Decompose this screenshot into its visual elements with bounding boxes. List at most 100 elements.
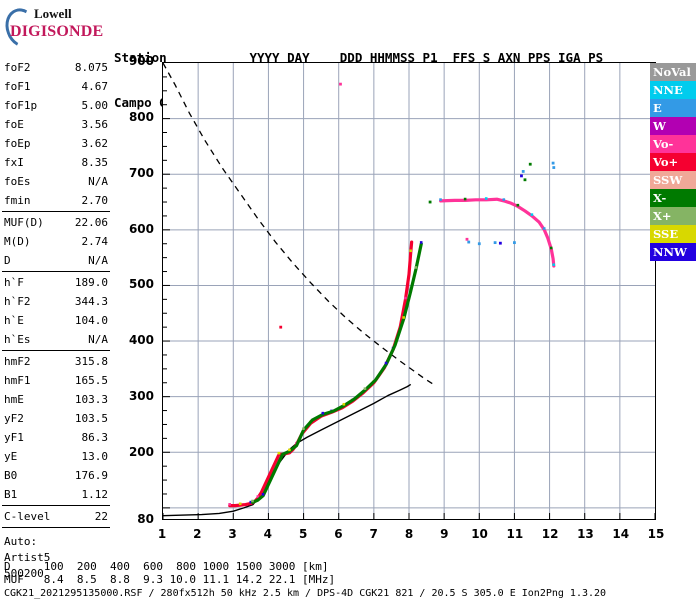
param-key: foE <box>4 118 24 131</box>
param-row-yf1: yF1 86.3 <box>0 428 112 447</box>
param-key: hmE <box>4 393 24 406</box>
param-row-hme: hmE 103.3 <box>0 390 112 409</box>
param-key: MUF(D) <box>4 216 44 229</box>
footer-distance-row: D 100 200 400 600 800 1000 1500 3000 [km… <box>4 560 329 573</box>
legend-item-ssw[interactable]: SSW <box>650 171 696 189</box>
series-muf-curve-dashed- <box>163 63 434 385</box>
param-key: D <box>4 254 11 267</box>
legend-item-x[interactable]: X- <box>650 189 696 207</box>
param-value: 22.06 <box>74 216 108 229</box>
param-value: N/A <box>88 333 108 346</box>
param-row-d: D N/A <box>0 251 112 270</box>
param-value: 8.075 <box>74 61 108 74</box>
parameter-table: foF2 8.075 foF1 4.67 foF1p 5.00 foE 3.56 foEp 3.6… <box>0 58 112 582</box>
param-row-b1: B1 1.12 <box>0 485 112 504</box>
x-tick-label: 9 <box>440 527 449 541</box>
auto-scaling-info: Auto: Artist5 500200 <box>0 534 112 582</box>
auto-line: Artist5 <box>4 551 51 564</box>
legend-item-w[interactable]: W <box>650 117 696 135</box>
legend-item-x[interactable]: X+ <box>650 207 696 225</box>
param-key: yE <box>4 450 18 463</box>
footer-muf-row: MUF 8.4 8.5 8.8 9.3 10.0 11.1 14.2 22.1 … <box>4 573 336 586</box>
param-value: 103.5 <box>74 412 108 425</box>
legend-item-sse[interactable]: SSE <box>650 225 696 243</box>
param-row-b0: B0 176.9 <box>0 466 112 485</box>
param-key: fmin <box>4 194 31 207</box>
x-tick-label: 10 <box>471 527 488 541</box>
param-value: 2.74 <box>81 235 109 248</box>
x-tick-label: 5 <box>298 527 308 541</box>
legend-item-vo[interactable]: Vo+ <box>650 153 696 171</box>
param-key: yF2 <box>4 412 24 425</box>
header-labels-row: Station YYYY DAY DDD HHMMSS P1 FFS S AXN… <box>114 50 604 65</box>
param-row-hf: h`F 189.0 <box>0 273 112 292</box>
param-row-ye: yE 13.0 <box>0 447 112 466</box>
logo-digisonde-text: DIGISONDE <box>10 23 104 40</box>
param-row-fof1: foF1 4.67 <box>0 77 112 96</box>
lowell-digisonde-logo: Lowell DIGISONDE <box>0 3 114 53</box>
param-row-mufd: MUF(D) 22.06 <box>0 213 112 232</box>
param-value: 103.3 <box>74 393 108 406</box>
y-tick-label: 700 <box>128 165 154 180</box>
param-key: foEp <box>4 137 31 150</box>
y-tick-label: 300 <box>128 389 154 404</box>
param-key: hmF2 <box>4 355 31 368</box>
param-value: 315.8 <box>74 355 108 368</box>
x-tick-label: 6 <box>334 527 343 541</box>
legend-item-vo[interactable]: Vo- <box>650 135 696 153</box>
param-key: foEs <box>4 175 31 188</box>
param-key: h`F <box>4 276 24 289</box>
param-row-fof2: foF2 8.075 <box>0 58 112 77</box>
param-key: h`F2 <box>4 295 31 308</box>
param-value: 1.12 <box>81 488 109 501</box>
table-divider <box>2 527 110 528</box>
param-row-yf2: yF2 103.5 <box>0 409 112 428</box>
param-value: 3.62 <box>81 137 109 150</box>
param-row-hmf1: hmF1 165.5 <box>0 371 112 390</box>
param-key: M(D) <box>4 235 31 248</box>
x-tick-label: 7 <box>369 527 378 541</box>
x-tick-label: 15 <box>647 527 665 541</box>
param-key: B1 <box>4 488 18 501</box>
footer-file-row: CGK21_2021295135000.RSF / 280fx512h 50 k… <box>4 588 607 599</box>
legend-item-nne[interactable]: NNE <box>650 81 696 99</box>
param-row-foes: foEs N/A <box>0 172 112 191</box>
y-tick-label: 500 <box>128 277 154 292</box>
param-row-foep: foEp 3.62 <box>0 134 112 153</box>
x-tick-label: 4 <box>263 527 273 541</box>
table-divider <box>2 505 110 506</box>
param-row-fof1p: foF1p 5.00 <box>0 96 112 115</box>
param-key: fxI <box>4 156 24 169</box>
param-key: foF2 <box>4 61 31 74</box>
x-tick-label: 8 <box>404 527 414 541</box>
param-value: N/A <box>88 254 108 267</box>
y-tick-label: 900 <box>128 54 154 68</box>
param-value: 8.35 <box>81 156 109 169</box>
x-tick-label: 11 <box>506 527 524 541</box>
param-value: 22 <box>94 510 108 523</box>
param-value: 13.0 <box>81 450 109 463</box>
series-scaled-x-trace-x-x- <box>251 241 423 504</box>
x-tick-label: 1 <box>157 527 167 541</box>
x-tick-label: 2 <box>193 527 202 541</box>
param-key: h`E <box>4 314 24 327</box>
param-value: 176.9 <box>74 469 108 482</box>
legend-item-nnw[interactable]: NNW <box>650 243 696 261</box>
auto-line: 500200 <box>4 567 44 580</box>
x-tick-label: 12 <box>541 527 559 541</box>
auto-line: Auto: <box>4 535 38 548</box>
series-second-hop-upper-trace-e-nne-blue-vo-pink- <box>439 197 556 268</box>
table-divider <box>2 211 110 212</box>
logo-lowell-text: Lowell <box>34 6 72 21</box>
table-divider <box>2 271 110 272</box>
x-tick-label: 14 <box>612 527 630 541</box>
param-row-fmin: fmin 2.70 <box>0 191 112 210</box>
param-value: N/A <box>88 175 108 188</box>
legend-item-e[interactable]: E <box>650 99 696 117</box>
param-row-md: M(D) 2.74 <box>0 232 112 251</box>
param-value: 86.3 <box>81 431 109 444</box>
param-row-hmf2: hmF2 315.8 <box>0 352 112 371</box>
legend-item-noval[interactable]: NoVal <box>650 63 696 81</box>
param-value: 2.70 <box>81 194 109 207</box>
direction-legend: NoVal NNE E W Vo- Vo+ SSW X- X+ SSE NNW <box>650 63 696 261</box>
